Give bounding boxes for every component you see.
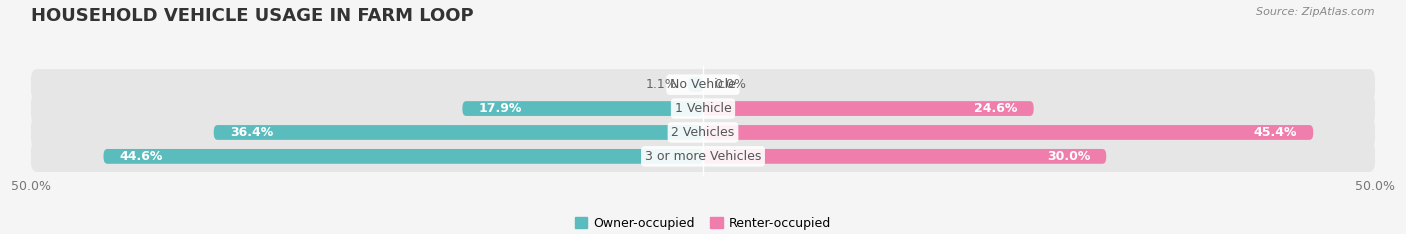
Text: 45.4%: 45.4% <box>1254 126 1298 139</box>
FancyBboxPatch shape <box>104 149 703 164</box>
Text: Source: ZipAtlas.com: Source: ZipAtlas.com <box>1257 7 1375 17</box>
FancyBboxPatch shape <box>31 117 1375 148</box>
FancyBboxPatch shape <box>31 93 1375 124</box>
FancyBboxPatch shape <box>31 69 1375 100</box>
FancyBboxPatch shape <box>703 149 1107 164</box>
Text: 17.9%: 17.9% <box>478 102 522 115</box>
Text: 0.0%: 0.0% <box>714 78 745 91</box>
Text: No Vehicle: No Vehicle <box>671 78 735 91</box>
FancyBboxPatch shape <box>463 101 703 116</box>
FancyBboxPatch shape <box>214 125 703 140</box>
Text: 1.1%: 1.1% <box>645 78 678 91</box>
Text: 2 Vehicles: 2 Vehicles <box>672 126 734 139</box>
FancyBboxPatch shape <box>703 125 1313 140</box>
Legend: Owner-occupied, Renter-occupied: Owner-occupied, Renter-occupied <box>575 217 831 230</box>
FancyBboxPatch shape <box>31 141 1375 172</box>
Text: 1 Vehicle: 1 Vehicle <box>675 102 731 115</box>
Text: 36.4%: 36.4% <box>229 126 273 139</box>
Text: 24.6%: 24.6% <box>974 102 1018 115</box>
Text: 44.6%: 44.6% <box>120 150 163 163</box>
Text: 3 or more Vehicles: 3 or more Vehicles <box>645 150 761 163</box>
Text: 30.0%: 30.0% <box>1046 150 1090 163</box>
Text: HOUSEHOLD VEHICLE USAGE IN FARM LOOP: HOUSEHOLD VEHICLE USAGE IN FARM LOOP <box>31 7 474 25</box>
FancyBboxPatch shape <box>688 77 703 92</box>
FancyBboxPatch shape <box>703 101 1033 116</box>
